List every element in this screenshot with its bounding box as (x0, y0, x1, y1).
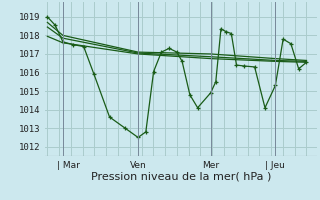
X-axis label: Pression niveau de la mer( hPa ): Pression niveau de la mer( hPa ) (91, 171, 271, 181)
